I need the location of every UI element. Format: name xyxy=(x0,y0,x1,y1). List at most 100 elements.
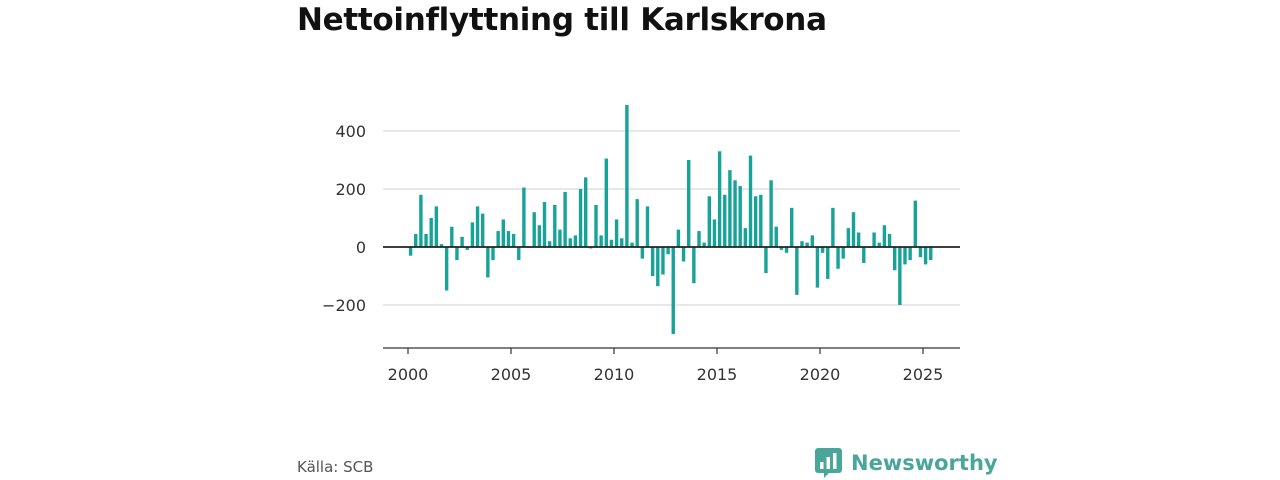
bar xyxy=(578,189,583,247)
bar xyxy=(563,191,567,247)
bar xyxy=(856,232,861,247)
bar xyxy=(594,204,598,247)
bar xyxy=(908,247,912,261)
bar xyxy=(656,247,660,287)
bar xyxy=(650,247,655,276)
bar xyxy=(584,177,588,247)
bar xyxy=(599,235,603,247)
bar xyxy=(511,233,516,247)
bar xyxy=(692,247,696,284)
bar xyxy=(645,206,650,247)
bar xyxy=(429,218,433,247)
x-tick-label: 2010 xyxy=(594,365,635,384)
bar xyxy=(532,212,536,247)
bar xyxy=(810,235,814,247)
bar xyxy=(568,238,572,247)
bar xyxy=(547,241,552,247)
bar xyxy=(707,196,711,247)
bar xyxy=(475,206,480,247)
bars xyxy=(408,104,933,334)
bar xyxy=(573,235,578,247)
y-tick-label: 400 xyxy=(335,122,366,141)
bar xyxy=(517,247,521,261)
bar xyxy=(604,158,608,247)
bar xyxy=(491,247,495,261)
bar xyxy=(851,212,856,247)
bar xyxy=(439,244,444,247)
bar xyxy=(882,225,887,247)
bar xyxy=(408,247,413,256)
bar xyxy=(815,247,820,288)
bar xyxy=(820,247,825,253)
bar xyxy=(465,247,469,250)
bar xyxy=(470,222,475,247)
bar xyxy=(501,219,505,247)
bar xyxy=(666,247,670,255)
bar xyxy=(800,241,804,247)
x-tick-label: 2000 xyxy=(388,365,429,384)
bar xyxy=(687,160,691,247)
bar xyxy=(923,247,928,265)
bar xyxy=(450,226,454,247)
bar xyxy=(759,194,763,247)
y-tick-label: 0 xyxy=(356,238,366,257)
bar xyxy=(712,219,717,247)
bar xyxy=(434,206,439,247)
bar xyxy=(419,194,423,247)
bar xyxy=(929,247,933,261)
bar xyxy=(769,180,773,247)
bar xyxy=(723,194,727,247)
brand-logo: Newsworthy xyxy=(815,448,998,478)
bar xyxy=(486,247,490,278)
bar xyxy=(444,247,449,291)
bar xyxy=(774,226,778,247)
bar xyxy=(506,231,511,247)
bar xyxy=(558,229,562,247)
bar xyxy=(893,247,897,271)
y-tick-label: 200 xyxy=(335,180,366,199)
bar xyxy=(681,247,686,262)
bar xyxy=(630,242,634,247)
bar xyxy=(614,219,619,247)
bar xyxy=(841,247,845,259)
source-label: Källa: SCB xyxy=(297,458,374,476)
bar xyxy=(887,233,892,247)
bar xyxy=(743,228,748,247)
bar xyxy=(903,247,907,265)
bar xyxy=(676,229,681,247)
bar xyxy=(496,231,500,247)
bar xyxy=(537,225,542,247)
bar xyxy=(728,170,732,247)
bar xyxy=(862,247,866,263)
bar xyxy=(733,180,737,247)
chart-title: Nettoinflyttning till Karlskrona xyxy=(297,2,827,38)
bar xyxy=(795,247,799,295)
bar xyxy=(620,238,624,247)
bar xyxy=(805,242,809,247)
bar xyxy=(913,200,917,247)
bar xyxy=(831,207,835,247)
bar xyxy=(640,247,645,259)
gridlines xyxy=(383,130,960,306)
bar xyxy=(635,199,639,247)
x-tick-label: 2005 xyxy=(491,365,532,384)
bar xyxy=(717,151,722,247)
y-tick-label: −200 xyxy=(322,296,366,315)
bar xyxy=(748,155,753,247)
bar xyxy=(764,247,768,274)
bar xyxy=(779,247,784,250)
x-tick-label: 2015 xyxy=(697,365,738,384)
bar xyxy=(826,247,830,279)
bar xyxy=(918,247,923,258)
bar xyxy=(872,232,876,247)
bar xyxy=(790,207,794,247)
bar xyxy=(697,231,701,247)
bar xyxy=(753,196,758,247)
brand-name: Newsworthy xyxy=(851,451,998,475)
bar xyxy=(553,204,557,247)
bar xyxy=(522,187,526,247)
bar xyxy=(414,233,418,247)
bar xyxy=(542,202,547,247)
